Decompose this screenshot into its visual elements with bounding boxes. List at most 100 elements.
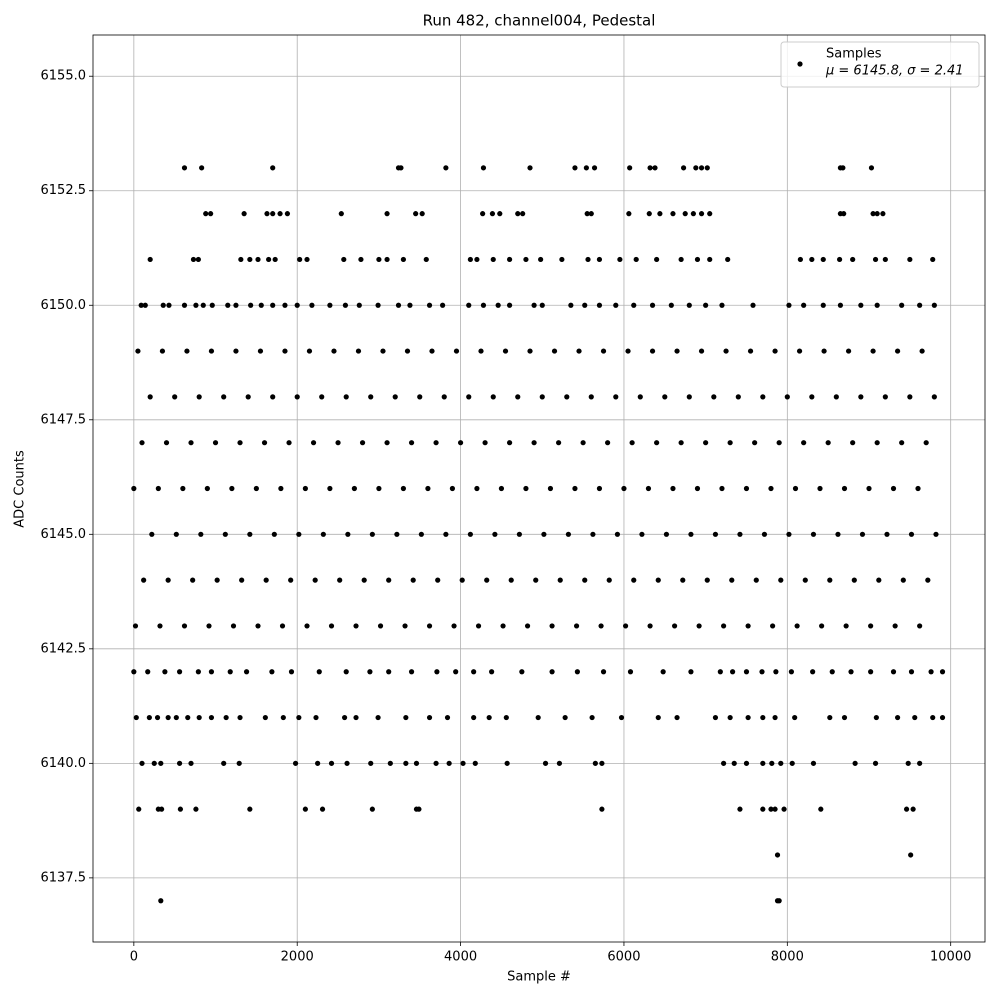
data-point (670, 211, 676, 217)
data-point (674, 348, 680, 354)
data-point (338, 211, 344, 217)
data-point (223, 714, 229, 721)
data-point (282, 302, 288, 308)
data-point (173, 531, 179, 537)
data-point (376, 485, 382, 492)
data-point (531, 302, 537, 308)
data-point (237, 714, 243, 721)
y-tick-label: 6142.5 (41, 641, 87, 656)
legend: Samples μ = 6145.8, σ = 2.41 (780, 41, 980, 88)
data-point (185, 714, 191, 721)
data-point (159, 348, 166, 354)
data-point (506, 440, 513, 446)
data-point (660, 669, 666, 675)
data-point (872, 256, 879, 263)
data-point (480, 302, 487, 308)
data-point (759, 669, 765, 675)
data-point (131, 485, 137, 492)
data-point (761, 531, 768, 537)
data-point (355, 348, 362, 354)
data-point (341, 256, 347, 263)
data-point (931, 302, 937, 308)
data-point (797, 256, 803, 263)
data-point (261, 440, 268, 446)
data-point (725, 256, 731, 263)
data-point (271, 531, 277, 537)
data-point (196, 714, 202, 721)
data-point (309, 302, 315, 308)
data-point (247, 806, 253, 812)
data-point (747, 348, 754, 354)
data-point (433, 440, 439, 446)
data-point (286, 440, 292, 446)
data-point (908, 669, 915, 675)
data-point (135, 348, 141, 354)
data-point (395, 302, 402, 308)
data-point (403, 714, 409, 721)
data-point (688, 669, 694, 675)
data-point (272, 256, 278, 263)
data-point (820, 256, 826, 263)
data-point (441, 394, 447, 400)
data-point (870, 348, 876, 354)
data-point (416, 806, 422, 812)
data-point (848, 669, 854, 675)
data-point (582, 577, 588, 583)
data-point (686, 394, 692, 400)
x-tick-label: 0 (130, 950, 138, 965)
data-point (139, 440, 145, 446)
data-point (320, 531, 326, 537)
data-point (572, 485, 578, 492)
grid (93, 35, 985, 942)
data-point (760, 760, 766, 766)
data-point (598, 623, 604, 629)
data-point (270, 165, 276, 171)
data-point (193, 302, 199, 308)
data-point (310, 440, 317, 446)
data-point (840, 165, 846, 171)
data-point (440, 302, 446, 308)
data-point (626, 211, 632, 217)
data-point (195, 669, 201, 675)
data-point (495, 302, 501, 308)
data-point (933, 531, 939, 537)
x-tick-label: 10000 (930, 950, 971, 965)
data-point (190, 256, 197, 263)
data-point (313, 714, 319, 721)
data-point (917, 623, 923, 629)
data-point (413, 211, 419, 217)
data-point (139, 760, 145, 766)
data-point (434, 669, 440, 675)
data-point (384, 440, 390, 446)
data-point (884, 531, 890, 537)
data-point (209, 302, 215, 308)
data-point (247, 256, 253, 263)
data-point (419, 211, 425, 217)
data-point (296, 714, 302, 721)
data-point (794, 623, 800, 629)
data-point (500, 623, 506, 629)
data-point (359, 440, 366, 446)
data-point (524, 623, 531, 629)
data-point (408, 440, 415, 446)
data-point (155, 485, 161, 492)
data-point (342, 302, 349, 308)
data-point (188, 440, 194, 446)
data-point (549, 669, 555, 675)
data-point (568, 302, 574, 308)
data-point (801, 440, 807, 446)
data-point (721, 760, 727, 766)
data-point (233, 302, 239, 308)
data-point (159, 806, 165, 812)
data-point (629, 440, 635, 446)
data-point (482, 440, 488, 446)
data-point (341, 714, 348, 721)
data-point (874, 440, 880, 446)
data-point (590, 531, 596, 537)
data-point (876, 577, 882, 583)
y-tick-label: 6147.5 (41, 412, 87, 427)
data-point (788, 669, 795, 675)
data-point (745, 714, 751, 721)
data-point (939, 669, 946, 675)
data-point (606, 577, 612, 583)
